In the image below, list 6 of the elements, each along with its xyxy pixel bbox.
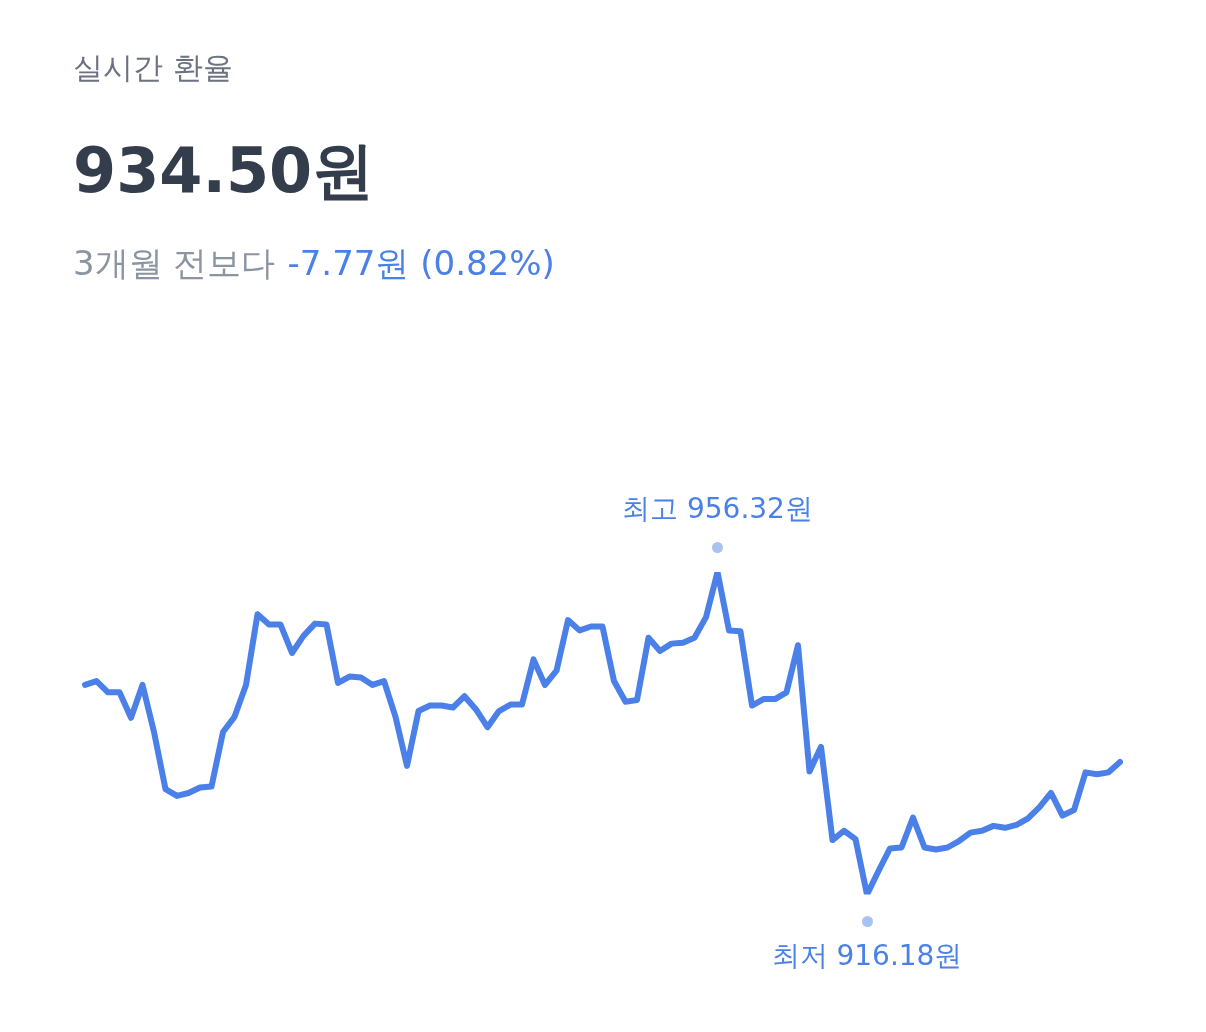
annotation: 최저 916.18원 — [771, 938, 963, 972]
text: 3개월 전보다 — [73, 243, 276, 283]
text: -7.77원 (0.82%) — [287, 243, 555, 283]
chart-title: 실시간 환율 — [73, 49, 234, 87]
annotation: 최고 956.32원 — [622, 492, 813, 526]
chart-subtitle: 934.50원 — [73, 133, 376, 209]
